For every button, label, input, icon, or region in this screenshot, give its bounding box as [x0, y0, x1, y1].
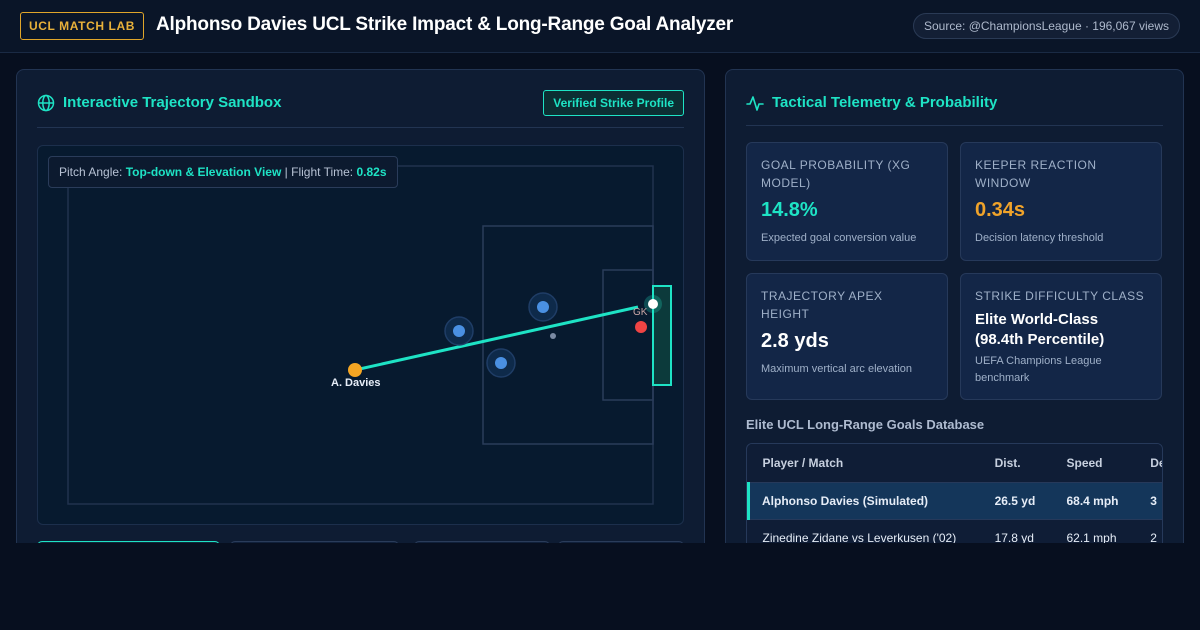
angle-value: Top-down & Elevation View [125, 165, 282, 179]
activity-icon [746, 96, 764, 111]
table-row[interactable]: Zinedine Zidane vs Leverkusen ('02) 17.8… [748, 519, 1162, 543]
panel-header: Interactive Trajectory Sandbox Verified … [37, 90, 684, 128]
metric-label: Trajectory Apex Height [761, 289, 883, 321]
verified-badge: Verified Strike Profile [543, 90, 684, 116]
telemetry-panel: Tactical Telemetry & Probability Goal Pr… [725, 69, 1184, 543]
column-header[interactable]: Player / Match [748, 444, 981, 483]
panel-header: Tactical Telemetry & Probability [746, 90, 1163, 126]
brand-badge: UCL MATCH LAB [20, 12, 145, 40]
page-viewport: Interactive Trajectory Sandbox Verified … [0, 53, 1200, 543]
metric-label: Goal Probability (xG Model) [761, 158, 911, 190]
metric-card-apex: Trajectory Apex Height 2.8 yds Maximum v… [746, 273, 948, 400]
table-cell: 26.5 yd [980, 482, 1053, 520]
metric-subtext: Decision latency threshold [975, 232, 1104, 244]
table-row-selected[interactable]: Alphonso Davies (Simulated) 26.5 yd 68.4… [747, 482, 1162, 520]
database-title: Elite UCL Long-Range Goals Database [746, 417, 985, 432]
angle-label: Pitch Angle: [59, 165, 123, 179]
metric-value: Elite World-Class (98.4th Percentile) [975, 311, 1105, 348]
metric-card-difficulty: Strike Difficulty Class Elite World-Clas… [960, 273, 1162, 400]
metric-card-xg: Goal Probability (xG Model) 14.8% Expect… [746, 142, 948, 261]
metric-subtext: Maximum vertical arc elevation [761, 363, 912, 375]
table-cell: Alphonso Davies (Simulated) [747, 482, 981, 520]
metric-value: 2.8 yds [761, 330, 829, 352]
app-title: Alphonso Davies UCL Strike Impact & Long… [156, 14, 734, 35]
table-cell: 2 [1136, 519, 1162, 543]
ball-shadow [550, 333, 556, 339]
metric-subtext: UEFA Champions League benchmark [975, 355, 1102, 384]
trajectory-sandbox-panel: Interactive Trajectory Sandbox Verified … [16, 69, 705, 543]
metric-card-reaction: Keeper Reaction Window 0.34s Decision la… [960, 142, 1162, 261]
metric-value: 14.8% [761, 199, 818, 221]
table-cell: 68.4 mph [1052, 482, 1137, 520]
pitch-boundary [67, 165, 654, 505]
table-header-row: Player / Match Dist. Speed Defenders [748, 444, 1162, 483]
control-button[interactable] [230, 541, 399, 543]
striker-marker[interactable] [348, 363, 362, 377]
metric-label: Keeper Reaction Window [975, 158, 1097, 190]
pitch-svg [67, 165, 672, 505]
goalkeeper-label: GK [633, 307, 648, 318]
column-header[interactable]: Dist. [980, 444, 1053, 483]
table-cell: 17.8 yd [980, 519, 1053, 543]
panel-title: Tactical Telemetry & Probability [772, 94, 998, 111]
defender-marker[interactable] [486, 348, 516, 378]
top-bar: UCL MATCH LAB Alphonso Davies UCL Strike… [0, 0, 1200, 53]
flight-time-label: Flight Time: [291, 165, 354, 179]
table-cell: 3 [1136, 482, 1162, 520]
table-cell: 62.1 mph [1052, 519, 1137, 543]
panel-title: Interactive Trajectory Sandbox [63, 94, 282, 111]
six-yard-box [602, 269, 654, 401]
defender-marker[interactable] [528, 292, 558, 322]
metric-subtext: Expected goal conversion value [761, 232, 917, 244]
flight-time-value: 0.82s [356, 165, 387, 179]
source-pill: Source: @ChampionsLeague · 196,067 views [913, 13, 1180, 39]
ball-marker [648, 299, 658, 309]
controls-row [37, 541, 684, 543]
control-button[interactable] [37, 541, 220, 543]
column-header[interactable]: Speed [1052, 444, 1137, 483]
metric-value: 0.34s [975, 199, 1026, 221]
control-button[interactable] [414, 541, 550, 543]
striker-label: A. Davies [331, 377, 381, 389]
goals-table[interactable]: Player / Match Dist. Speed Defenders Alp… [746, 443, 1163, 543]
goal-mouth [652, 285, 672, 386]
goalkeeper-marker[interactable] [635, 321, 647, 333]
globe-icon [37, 94, 55, 112]
metric-label: Strike Difficulty Class [975, 289, 1145, 303]
info-separator: | [284, 165, 288, 179]
pitch-info-box: Pitch Angle: Top-down & Elevation View |… [48, 156, 398, 188]
table-cell: Zinedine Zidane vs Leverkusen ('02) [748, 519, 981, 543]
defender-marker[interactable] [444, 316, 474, 346]
ball-trajectory [354, 305, 639, 372]
column-header[interactable]: Defenders [1136, 444, 1162, 483]
control-button[interactable] [558, 541, 684, 543]
pitch-canvas[interactable]: Pitch Angle: Top-down & Elevation View |… [37, 145, 684, 525]
